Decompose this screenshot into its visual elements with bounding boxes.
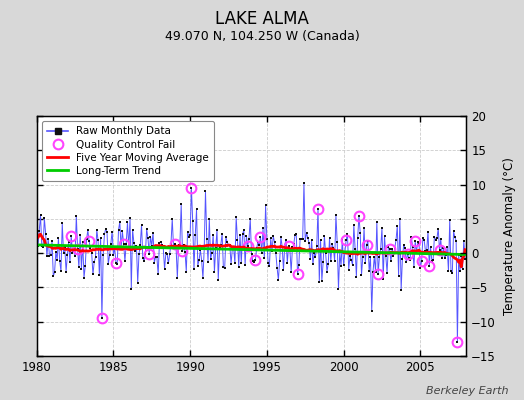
Text: LAKE ALMA: LAKE ALMA	[215, 10, 309, 28]
Text: Berkeley Earth: Berkeley Earth	[426, 386, 508, 396]
Legend: Raw Monthly Data, Quality Control Fail, Five Year Moving Average, Long-Term Tren: Raw Monthly Data, Quality Control Fail, …	[42, 121, 214, 181]
Y-axis label: Temperature Anomaly (°C): Temperature Anomaly (°C)	[503, 157, 516, 315]
Text: 49.070 N, 104.250 W (Canada): 49.070 N, 104.250 W (Canada)	[165, 30, 359, 43]
